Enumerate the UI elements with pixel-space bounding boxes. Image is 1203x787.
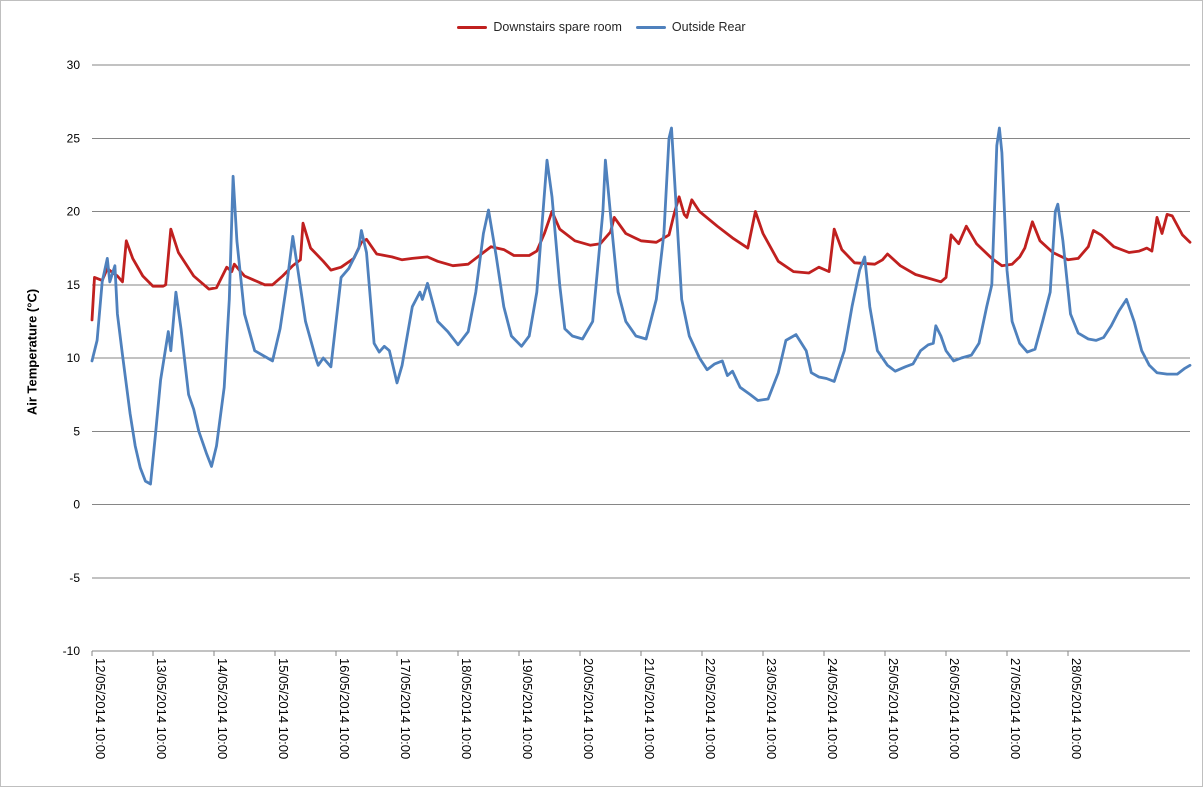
x-tick-label: 12/05/2014 10:00 bbox=[93, 658, 108, 759]
y-tick-label: 30 bbox=[67, 58, 81, 72]
y-tick-label: 25 bbox=[67, 131, 81, 145]
y-tick-label: 15 bbox=[67, 278, 81, 292]
x-tick-label: 26/05/2014 10:00 bbox=[947, 658, 962, 759]
x-tick-label: 15/05/2014 10:00 bbox=[276, 658, 291, 759]
legend-label-outside: Outside Rear bbox=[671, 20, 746, 34]
x-tick-label: 14/05/2014 10:00 bbox=[215, 658, 230, 759]
x-tick-label: 18/05/2014 10:00 bbox=[459, 658, 474, 759]
series-line-downstairs-spare-room bbox=[90, 195, 1192, 322]
y-tick-label: 0 bbox=[73, 498, 80, 512]
x-tick-label: 16/05/2014 10:00 bbox=[337, 658, 352, 759]
x-tick-label: 23/05/2014 10:00 bbox=[764, 658, 779, 759]
legend-swatch-outside bbox=[635, 25, 666, 29]
y-tick-label: -5 bbox=[69, 571, 80, 585]
x-tick-label: 19/05/2014 10:00 bbox=[520, 658, 535, 759]
x-tick-label: 25/05/2014 10:00 bbox=[886, 658, 901, 759]
x-tick-label: 28/05/2014 10:00 bbox=[1069, 658, 1084, 759]
x-tick-label: 17/05/2014 10:00 bbox=[398, 658, 413, 759]
x-tick-label: 13/05/2014 10:00 bbox=[154, 658, 169, 759]
x-tick-label: 22/05/2014 10:00 bbox=[703, 658, 718, 759]
x-tick-label: 20/05/2014 10:00 bbox=[581, 658, 596, 759]
legend-swatch-downstairs bbox=[457, 25, 488, 29]
series-line-outside-rear bbox=[90, 126, 1192, 486]
legend-item-downstairs: Downstairs spare room bbox=[457, 20, 622, 34]
x-tick-label: 24/05/2014 10:00 bbox=[825, 658, 840, 759]
y-tick-label: -10 bbox=[63, 644, 81, 658]
x-tick-label: 27/05/2014 10:00 bbox=[1008, 658, 1023, 759]
y-tick-label: 10 bbox=[67, 351, 81, 365]
x-tick-label: 21/05/2014 10:00 bbox=[642, 658, 657, 759]
legend-item-outside: Outside Rear bbox=[635, 20, 746, 34]
y-tick-label: 20 bbox=[67, 205, 81, 219]
legend: Downstairs spare room Outside Rear bbox=[0, 20, 1203, 34]
y-tick-label: 5 bbox=[73, 424, 80, 438]
legend-label-downstairs: Downstairs spare room bbox=[493, 20, 622, 34]
